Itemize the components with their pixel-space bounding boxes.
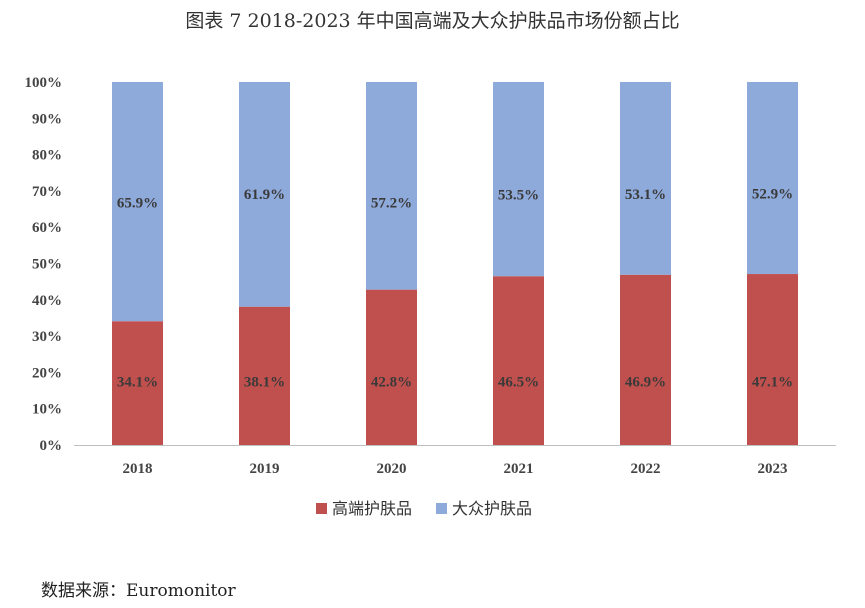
legend-swatch (436, 503, 447, 514)
data-label: 38.1% (244, 374, 285, 390)
y-tick-label: 30% (32, 329, 62, 345)
bar-segment (366, 289, 417, 445)
bar-segment (493, 276, 544, 445)
x-tick-label: 2019 (250, 461, 280, 477)
data-label: 65.9% (117, 196, 158, 212)
x-tick-label: 2022 (631, 461, 661, 477)
y-tick-label: 100% (25, 75, 63, 91)
data-label: 34.1% (117, 374, 158, 390)
legend-label: 高端护肤品 (332, 499, 412, 518)
bar-segment (239, 82, 290, 307)
y-tick-label: 90% (32, 111, 62, 127)
x-axis-ticks: 2018 2019 2020 2021 2022 2023 (123, 461, 788, 477)
y-tick-label: 0% (40, 438, 63, 454)
data-labels-layer: 34.1% 65.9% 38.1% 61.9% 42.8% 57.2% 46.5% 53.5%… (117, 186, 793, 390)
bars-layer (112, 82, 798, 445)
bar-segment (493, 82, 544, 277)
y-tick-label: 60% (32, 220, 62, 236)
data-label: 57.2% (371, 195, 412, 211)
source-note: 数据来源：Euromonitor (41, 581, 236, 601)
legend: 高端护肤品 大众护肤品 (316, 499, 532, 518)
bar-segment (112, 321, 163, 445)
x-tick-label: 2021 (504, 461, 534, 477)
bar-segment (366, 82, 417, 290)
bar-segment (239, 306, 290, 445)
bar-segment (620, 82, 671, 275)
chart-title: 图表 7 2018-2023 年中国高端及大众护肤品市场份额占比 (185, 10, 680, 32)
data-label: 46.5% (498, 374, 539, 390)
y-tick-label: 50% (32, 257, 62, 273)
data-label: 53.1% (625, 187, 666, 203)
data-label: 42.8% (371, 374, 412, 390)
data-label: 61.9% (244, 187, 285, 203)
legend-label: 大众护肤品 (452, 499, 532, 518)
y-axis-ticks: 0% 10% 20% 30% 40% 50% 60% 70% 80% 90% 100% (25, 75, 63, 454)
data-label: 46.9% (625, 374, 666, 390)
x-tick-label: 2020 (377, 461, 407, 477)
x-tick-label: 2018 (123, 461, 153, 477)
x-tick-label: 2023 (758, 461, 788, 477)
bar-segment (747, 82, 798, 275)
data-label: 47.1% (752, 374, 793, 390)
y-tick-label: 10% (32, 402, 62, 418)
y-tick-label: 20% (32, 365, 62, 381)
data-label: 53.5% (498, 188, 539, 204)
bar-segment (620, 274, 671, 445)
y-tick-label: 80% (32, 148, 62, 164)
legend-swatch (316, 503, 327, 514)
bar-segment (112, 82, 163, 322)
y-tick-label: 40% (32, 293, 62, 309)
data-label: 52.9% (752, 186, 793, 202)
y-tick-label: 70% (32, 184, 62, 200)
bar-segment (747, 274, 798, 445)
